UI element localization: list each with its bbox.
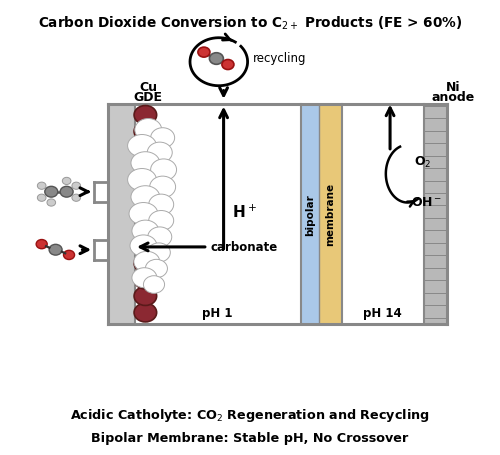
Circle shape: [49, 245, 62, 256]
Circle shape: [134, 172, 156, 191]
Ellipse shape: [132, 268, 157, 288]
Circle shape: [210, 54, 224, 65]
Circle shape: [134, 254, 156, 273]
Ellipse shape: [146, 260, 168, 278]
Ellipse shape: [144, 276, 165, 293]
Ellipse shape: [131, 152, 160, 175]
Ellipse shape: [130, 235, 157, 257]
Bar: [424, 105, 447, 324]
Bar: [342, 105, 424, 324]
Ellipse shape: [148, 211, 174, 231]
Circle shape: [134, 205, 156, 223]
Circle shape: [60, 187, 73, 197]
Circle shape: [45, 187, 58, 197]
Text: anode: anode: [432, 91, 475, 104]
Text: Cu: Cu: [139, 81, 157, 94]
Ellipse shape: [132, 221, 159, 242]
Bar: [319, 105, 342, 324]
Circle shape: [134, 287, 156, 306]
Text: pH 14: pH 14: [364, 306, 402, 319]
Bar: [108, 105, 135, 324]
Ellipse shape: [148, 143, 172, 163]
Ellipse shape: [150, 128, 174, 148]
Circle shape: [134, 106, 156, 125]
Circle shape: [47, 199, 56, 207]
Circle shape: [36, 240, 47, 249]
Ellipse shape: [148, 195, 174, 216]
Ellipse shape: [148, 228, 172, 248]
Circle shape: [72, 183, 80, 190]
Text: membrane: membrane: [326, 183, 336, 246]
Circle shape: [134, 238, 156, 257]
Circle shape: [134, 221, 156, 240]
Ellipse shape: [128, 135, 156, 157]
Circle shape: [222, 61, 234, 71]
Bar: [300, 105, 319, 324]
Text: Acidic Catholyte: CO$_2$ Regeneration and Recycling: Acidic Catholyte: CO$_2$ Regeneration an…: [70, 406, 430, 424]
Circle shape: [72, 195, 80, 202]
Circle shape: [198, 48, 210, 58]
Text: GDE: GDE: [134, 91, 162, 104]
Circle shape: [134, 303, 156, 322]
Text: Ni: Ni: [446, 81, 461, 94]
Circle shape: [134, 139, 156, 158]
Circle shape: [134, 123, 156, 142]
Text: Carbon Dioxide Conversion to C$_{2+}$ Products (FE > 60%): Carbon Dioxide Conversion to C$_{2+}$ Pr…: [38, 15, 462, 32]
Ellipse shape: [150, 160, 176, 181]
Text: bipolar: bipolar: [305, 193, 315, 235]
Circle shape: [62, 178, 71, 185]
Circle shape: [38, 183, 46, 190]
Text: recycling: recycling: [254, 52, 307, 65]
Circle shape: [134, 156, 156, 174]
Circle shape: [64, 251, 74, 260]
Bar: [135, 105, 300, 324]
Ellipse shape: [148, 243, 171, 263]
Circle shape: [134, 188, 156, 207]
Text: Bipolar Membrane: Stable pH, No Crossover: Bipolar Membrane: Stable pH, No Crossove…: [92, 431, 408, 444]
Circle shape: [38, 195, 46, 202]
Ellipse shape: [128, 169, 156, 192]
Ellipse shape: [135, 119, 162, 142]
Ellipse shape: [150, 177, 176, 198]
Ellipse shape: [129, 203, 158, 225]
Ellipse shape: [134, 252, 160, 273]
Ellipse shape: [131, 186, 160, 209]
Text: H$^+$: H$^+$: [232, 204, 257, 221]
Text: OH$^-$: OH$^-$: [411, 196, 442, 209]
Text: carbonate: carbonate: [210, 241, 278, 254]
Circle shape: [134, 271, 156, 289]
Text: pH 1: pH 1: [202, 306, 233, 319]
Text: O$_2$: O$_2$: [414, 155, 432, 170]
